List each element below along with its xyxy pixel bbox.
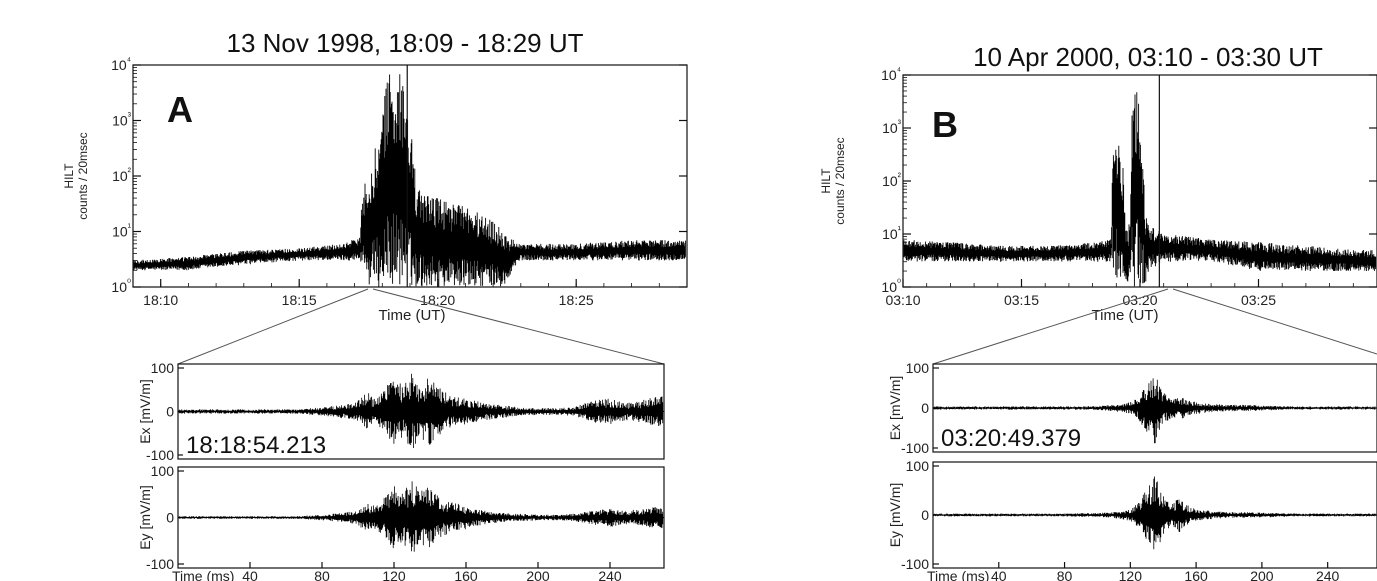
panel-a-ytick-label: 10²	[112, 167, 132, 184]
panel-b-ey-xtick-label: 120	[1119, 568, 1143, 581]
panel-b-ex-ytick-label: -100	[901, 440, 929, 456]
panel-a-ylabel-line: counts / 20msec	[76, 132, 90, 219]
panel-b-title: 10 Apr 2000, 03:10 - 03:30 UT	[973, 42, 1323, 72]
panel-b-ylabel-line: HILT	[819, 168, 833, 194]
panel-b-xlabel: Time (UT)	[1092, 307, 1159, 324]
panel-a-xtick-label: 18:25	[559, 292, 594, 308]
panel-b-ey-ylabel: Ey [mV/m]	[887, 483, 903, 548]
panel-a-ytick-label: 10¹	[112, 223, 132, 240]
panel-b-xtick-label: 03:10	[885, 292, 920, 308]
panel-a-xtick-label: 18:15	[282, 292, 317, 308]
panel-b-zoom-line-left	[932, 288, 1169, 365]
panel-b-ex-ylabel: Ex [mV/m]	[887, 376, 903, 441]
panel-b-ey-xtick-label: 160	[1184, 568, 1208, 581]
panel-a-ey-ylabel: Ey [mV/m]	[137, 485, 153, 550]
panel-b-ey-xtick-label: 240	[1316, 568, 1340, 581]
panel-a-ex-ytick-label: 0	[166, 404, 174, 420]
panel-a-ylabel: HILT counts / 20msec	[62, 132, 90, 219]
panel-b-ytick-label: 10⁰	[881, 278, 901, 295]
panel-b-ytick-label: 10³	[882, 119, 902, 136]
panel-a-ytick-label: 10⁴	[111, 56, 131, 73]
panel-b-ey-xtick-label: 80	[1057, 568, 1073, 581]
panel-a-ey-xtick-label: 200	[526, 568, 550, 581]
panel-b-ey-xtick-label: 40	[991, 568, 1007, 581]
panel-b-ex-ylabel-group: Ex [mV/m]	[887, 376, 903, 441]
panel-a-ey-xtick-label: 40	[242, 568, 258, 581]
panel-b-xtick-label: 03:15	[1004, 292, 1039, 308]
panel-a-ey-ylabel-group: Ey [mV/m]	[137, 485, 153, 550]
panel-b-ey-xtick-label: 200	[1250, 568, 1274, 581]
panel-b-ex-ytick-label: 100	[906, 360, 930, 376]
panel-b-ey-ytick-label: -100	[901, 556, 929, 572]
panel-a-ytick-label: 10³	[112, 112, 132, 129]
panel-a-ex-timestamp-bg	[183, 429, 355, 457]
panel-a-ey-xtick-label: 160	[454, 568, 478, 581]
panel-a-ex-timestamp: 18:18:54.213	[186, 432, 326, 459]
panel-a-ylabel-line: HILT	[62, 163, 76, 189]
panel-a-ex-ytick-label: 100	[151, 360, 175, 376]
panel-b-ylabel: HILT counts / 20msec	[819, 137, 847, 224]
panel-b-zoom-line-right	[1172, 288, 1377, 355]
panel-b-panel-label: B	[932, 104, 958, 145]
panel-a-panel-label: A	[167, 89, 193, 130]
panel-b-xtick-label: 03:25	[1241, 292, 1276, 308]
panel-b-ytick-label: 10⁴	[881, 66, 901, 83]
panel-a-title: 13 Nov 1998, 18:09 - 18:29 UT	[226, 28, 583, 58]
panel-a-ytick-label: 10⁰	[111, 278, 131, 295]
panel-a-ey-ytick-label: -100	[146, 556, 174, 572]
panel-a-ex-ytick-label: -100	[146, 447, 174, 463]
panel-b-series-counts	[903, 92, 1377, 287]
panel-b-ey-ytick-label: 100	[906, 458, 930, 474]
panel-a-ey-xtick-label: 240	[598, 568, 622, 581]
panel-a-series-counts	[133, 74, 686, 287]
panel-a-ey-ytick-label: 100	[151, 463, 175, 479]
panel-b-ytick-label: 10²	[882, 172, 902, 189]
panel-a-ey-ytick-label: 0	[166, 510, 174, 526]
panel-b-ex-timestamp-bg	[938, 422, 1110, 450]
panel-a-zoom-line-left	[177, 288, 369, 365]
panel-a-ex-ylabel-group: Ex [mV/m]	[137, 379, 153, 444]
panel-b-ey-ytick-label: 0	[921, 507, 929, 523]
panel-a-xtick-label: 18:10	[143, 292, 178, 308]
panel-b-ey-xlabel: Time (ms)	[927, 568, 989, 581]
panel-b-ey-ylabel-group: Ey [mV/m]	[887, 483, 903, 548]
panel-b-ex-timestamp: 03:20:49.379	[941, 425, 1081, 452]
panel-b-ex-ytick-label: 0	[921, 400, 929, 416]
panel-a-xtick-label: 18:20	[420, 292, 455, 308]
panel-a-ey-xtick-label: 80	[314, 568, 330, 581]
panel-b-ytick-label: 10¹	[882, 225, 902, 242]
panel-b-xtick-label: 03:20	[1122, 292, 1157, 308]
panel-b-ylabel-line: counts / 20msec	[833, 137, 847, 224]
panel-a-zoom-line-right	[372, 288, 665, 365]
panel-a-ey-xtick-label: 120	[382, 568, 406, 581]
panel-a-ey-xlabel: Time (ms)	[172, 568, 234, 581]
panel-a-xlabel: Time (UT)	[379, 307, 446, 324]
panel-a-ex-ylabel: Ex [mV/m]	[137, 379, 153, 444]
